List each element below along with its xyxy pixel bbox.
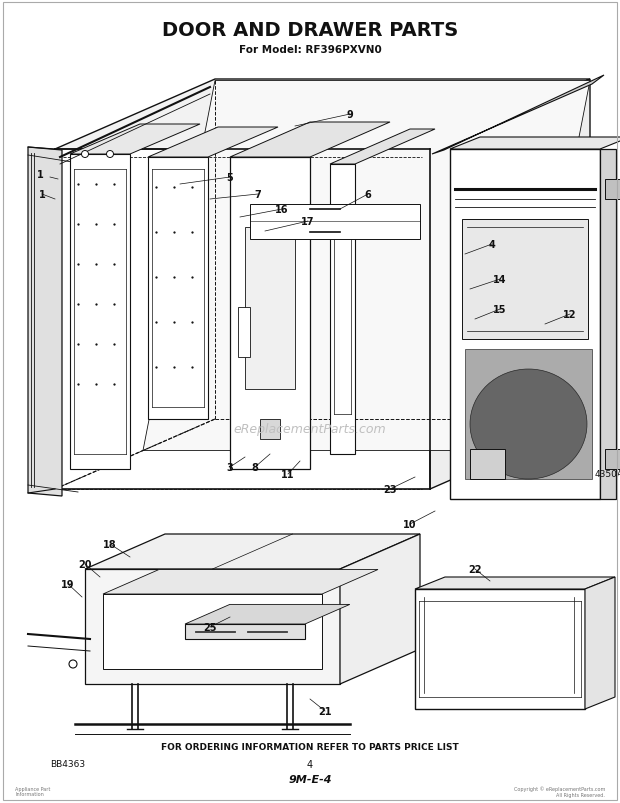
Text: 6: 6 <box>365 190 371 200</box>
Text: 1: 1 <box>38 190 45 200</box>
Text: 25: 25 <box>203 622 217 632</box>
Text: Copyright © eReplacementParts.com
All Rights Reserved.: Copyright © eReplacementParts.com All Ri… <box>513 785 605 797</box>
Text: 4: 4 <box>489 240 495 250</box>
Polygon shape <box>230 158 310 470</box>
Text: 20: 20 <box>78 560 92 569</box>
Polygon shape <box>148 158 208 419</box>
Polygon shape <box>247 631 287 632</box>
Polygon shape <box>70 155 130 470</box>
Ellipse shape <box>470 369 587 479</box>
Text: eReplacementParts.com: eReplacementParts.com <box>234 423 386 436</box>
Polygon shape <box>238 308 250 357</box>
Circle shape <box>69 660 77 668</box>
Polygon shape <box>70 124 200 155</box>
Polygon shape <box>330 130 435 165</box>
Polygon shape <box>415 589 585 709</box>
Polygon shape <box>330 165 355 454</box>
Polygon shape <box>450 138 620 150</box>
Text: DOOR AND DRAWER PARTS: DOOR AND DRAWER PARTS <box>162 20 458 39</box>
Polygon shape <box>85 534 420 569</box>
Polygon shape <box>465 349 592 479</box>
Text: 4: 4 <box>307 759 313 769</box>
Text: For Model: RF396PXVN0: For Model: RF396PXVN0 <box>239 45 381 55</box>
Text: 9M-E-4: 9M-E-4 <box>288 774 332 784</box>
Text: 7: 7 <box>255 190 262 200</box>
Text: 18: 18 <box>103 540 117 549</box>
Text: 12: 12 <box>563 310 577 320</box>
Text: 14: 14 <box>494 275 507 284</box>
Text: 16: 16 <box>275 205 289 214</box>
Text: FOR ORDERING INFORMATION REFER TO PARTS PRICE LIST: FOR ORDERING INFORMATION REFER TO PARTS … <box>161 743 459 752</box>
Text: 15: 15 <box>494 304 507 315</box>
Polygon shape <box>148 128 278 158</box>
Polygon shape <box>450 150 600 499</box>
Polygon shape <box>85 569 340 684</box>
Polygon shape <box>462 220 588 340</box>
Polygon shape <box>103 594 322 669</box>
Polygon shape <box>245 228 295 389</box>
Text: 22: 22 <box>468 565 482 574</box>
Polygon shape <box>605 450 620 470</box>
Polygon shape <box>585 577 615 709</box>
Polygon shape <box>230 123 390 158</box>
Text: 19: 19 <box>61 579 75 589</box>
Polygon shape <box>250 205 420 240</box>
Polygon shape <box>195 631 235 632</box>
Text: 11: 11 <box>281 470 294 479</box>
Text: 3: 3 <box>227 463 233 472</box>
Polygon shape <box>430 80 590 489</box>
Text: Appliance Part
Information: Appliance Part Information <box>15 785 50 797</box>
Polygon shape <box>340 534 420 684</box>
Polygon shape <box>185 605 350 624</box>
Text: 21: 21 <box>318 706 332 716</box>
Text: BB4363: BB4363 <box>50 760 85 768</box>
Polygon shape <box>432 76 604 155</box>
Polygon shape <box>55 80 590 150</box>
Polygon shape <box>600 150 616 499</box>
Text: 8: 8 <box>252 463 259 472</box>
Text: 9: 9 <box>347 110 353 120</box>
Polygon shape <box>103 570 378 594</box>
Circle shape <box>107 151 113 158</box>
Text: 10: 10 <box>403 520 417 529</box>
Circle shape <box>81 151 89 158</box>
Text: 1: 1 <box>37 169 43 180</box>
Text: 17: 17 <box>301 217 315 226</box>
Polygon shape <box>185 624 305 639</box>
Polygon shape <box>143 81 590 451</box>
Polygon shape <box>260 419 280 439</box>
Polygon shape <box>28 148 62 496</box>
Polygon shape <box>605 180 620 200</box>
Polygon shape <box>470 450 505 479</box>
Text: 5: 5 <box>227 173 233 183</box>
Polygon shape <box>415 577 615 589</box>
Text: 4350A: 4350A <box>595 470 620 479</box>
Text: 23: 23 <box>383 484 397 495</box>
